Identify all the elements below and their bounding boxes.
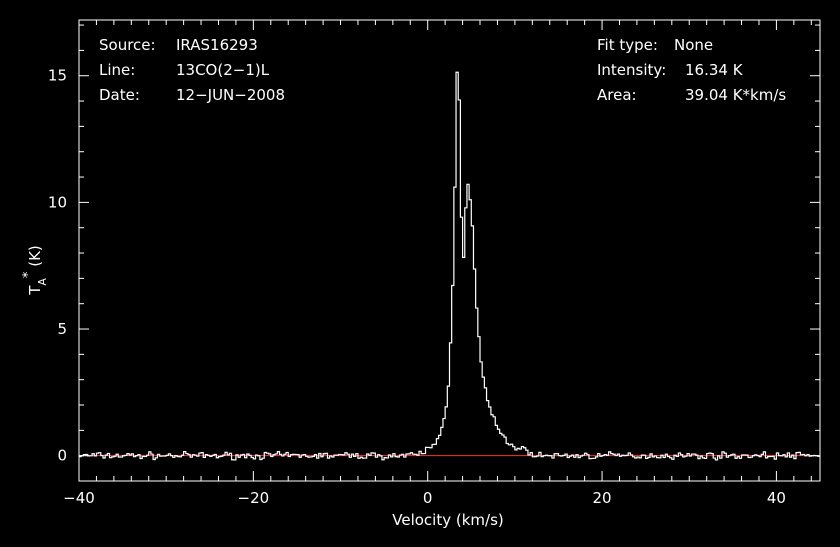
- plot-frame: [78, 19, 821, 482]
- spectrum-line: [79, 71, 820, 461]
- info-source-key: Source:: [99, 36, 156, 54]
- info-intensity-key: Intensity:: [597, 61, 666, 79]
- info-date-key: Date:: [99, 86, 140, 104]
- info-area-key: Area:: [597, 86, 637, 104]
- info-area-value: 39.04 K*km/s: [685, 86, 786, 104]
- y-tick-label: 10: [48, 193, 67, 211]
- x-tick-label: −40: [63, 489, 95, 507]
- svg-text:TA* (K): TA* (K): [21, 245, 49, 296]
- axes-layer: −40 −20 0 20 40 0 5 10 15: [48, 19, 821, 507]
- x-tick-label: 40: [767, 489, 786, 507]
- plot-layer: [79, 71, 820, 461]
- info-fit-key: Fit type:: [597, 36, 658, 54]
- x-axis-label: Velocity (km/s): [392, 511, 503, 529]
- x-tick-label: 0: [423, 489, 433, 507]
- info-left: Source: IRAS16293 Line: 13CO(2−1)L Date:…: [99, 36, 285, 104]
- info-source-value: IRAS16293: [176, 36, 258, 54]
- info-intensity-value: 16.34 K: [685, 61, 744, 79]
- info-line-key: Line:: [99, 61, 135, 79]
- y-tick-label: 0: [57, 447, 67, 465]
- info-right: Fit type: None Intensity: 16.34 K Area: …: [597, 36, 786, 104]
- info-line-value: 13CO(2−1)L: [176, 61, 270, 79]
- info-fit-value: None: [674, 36, 713, 54]
- x-tick-label: −20: [238, 489, 270, 507]
- x-tick-label: 20: [593, 489, 612, 507]
- y-tick-label: 5: [57, 320, 67, 338]
- y-axis-label: TA* (K): [21, 245, 49, 296]
- y-tick-label: 15: [48, 67, 67, 85]
- info-date-value: 12−JUN−2008: [176, 86, 285, 104]
